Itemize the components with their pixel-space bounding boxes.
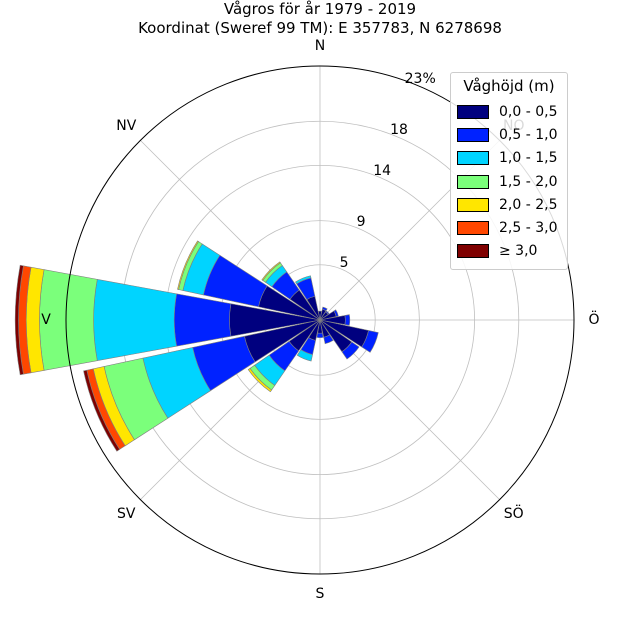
radial-tick-label: 23%	[404, 71, 436, 88]
rose-bar-segment	[83, 369, 121, 452]
rose-bar-segment	[321, 306, 328, 312]
rose-bar-segment	[14, 264, 24, 376]
legend-swatch	[457, 197, 489, 212]
legend-item: 2,0 - 2,5	[457, 193, 561, 216]
rose-bar-segment	[344, 314, 351, 326]
rose-bar-segment	[341, 341, 360, 360]
direction-label-o: Ö	[588, 312, 600, 328]
polar-frame	[65, 65, 575, 575]
chart-subtitle: Koordinat (Sweref 99 TM): E 357783, N 62…	[138, 19, 502, 37]
direction-label-n: N	[314, 38, 326, 54]
legend-label: 2,5 - 3,0	[499, 220, 558, 237]
direction-label-nv: NV	[116, 118, 137, 135]
legend-swatch	[457, 151, 489, 166]
legend-label: 1,5 - 2,0	[499, 173, 558, 190]
legend-item: 0,5 - 1,0	[457, 123, 561, 146]
rose-bar-segment	[261, 261, 281, 281]
chart-title: Vågros för år 1979 - 2019	[223, 0, 417, 18]
rose-bars	[14, 240, 379, 452]
rose-bar-segment	[325, 310, 330, 315]
direction-label-v: V	[41, 312, 51, 328]
direction-label-s: S	[315, 586, 325, 602]
legend-title: Våghöjd (m)	[463, 77, 555, 95]
rose-bar-segment	[333, 309, 339, 317]
legend-item: 0,0 - 0,5	[457, 100, 561, 123]
legend-label: ≥ 3,0	[499, 243, 538, 260]
polar-outline	[65, 65, 575, 575]
rose-bar-segment	[295, 275, 312, 285]
legend: Våghöjd (m) 0,0 - 0,5 0,5 - 1,0 1,0 - 1,…	[450, 72, 568, 271]
legend-swatch	[457, 244, 489, 259]
radial-tick-label: 9	[356, 214, 366, 231]
radial-tick-label: 18	[390, 122, 408, 139]
legend-swatch	[457, 221, 489, 236]
radial-tick-label: 14	[373, 163, 392, 180]
legend-label: 0,5 - 1,0	[499, 126, 558, 143]
rose-bar-segment	[93, 278, 177, 362]
legend-item: ≥ 3,0	[457, 240, 561, 263]
direction-label-so: SÖ	[503, 505, 524, 522]
legend-swatch	[457, 174, 489, 189]
legend-item: 2,5 - 3,0	[457, 216, 561, 239]
direction-label-sv: SV	[117, 505, 136, 522]
rose-bar-segment	[323, 334, 334, 345]
legend-label: 1,0 - 1,5	[499, 150, 558, 167]
legend-label: 0,0 - 0,5	[499, 103, 558, 120]
rose-bar-segment	[247, 367, 273, 393]
radial-tick-label: 5	[339, 254, 349, 271]
legend-swatch	[457, 127, 489, 142]
legend-items: 0,0 - 0,5 0,5 - 1,0 1,0 - 1,5 1,5 - 2,0 …	[457, 100, 561, 263]
legend-label: 2,0 - 2,5	[499, 196, 558, 213]
rose-bar-segment	[316, 332, 324, 338]
legend-swatch	[457, 104, 489, 119]
rose-bar-segment	[361, 330, 379, 353]
rose-bar-segment	[296, 349, 313, 362]
rose-bar-segment	[177, 240, 199, 290]
legend-item: 1,5 - 2,0	[457, 170, 561, 193]
legend-item: 1,0 - 1,5	[457, 147, 561, 170]
